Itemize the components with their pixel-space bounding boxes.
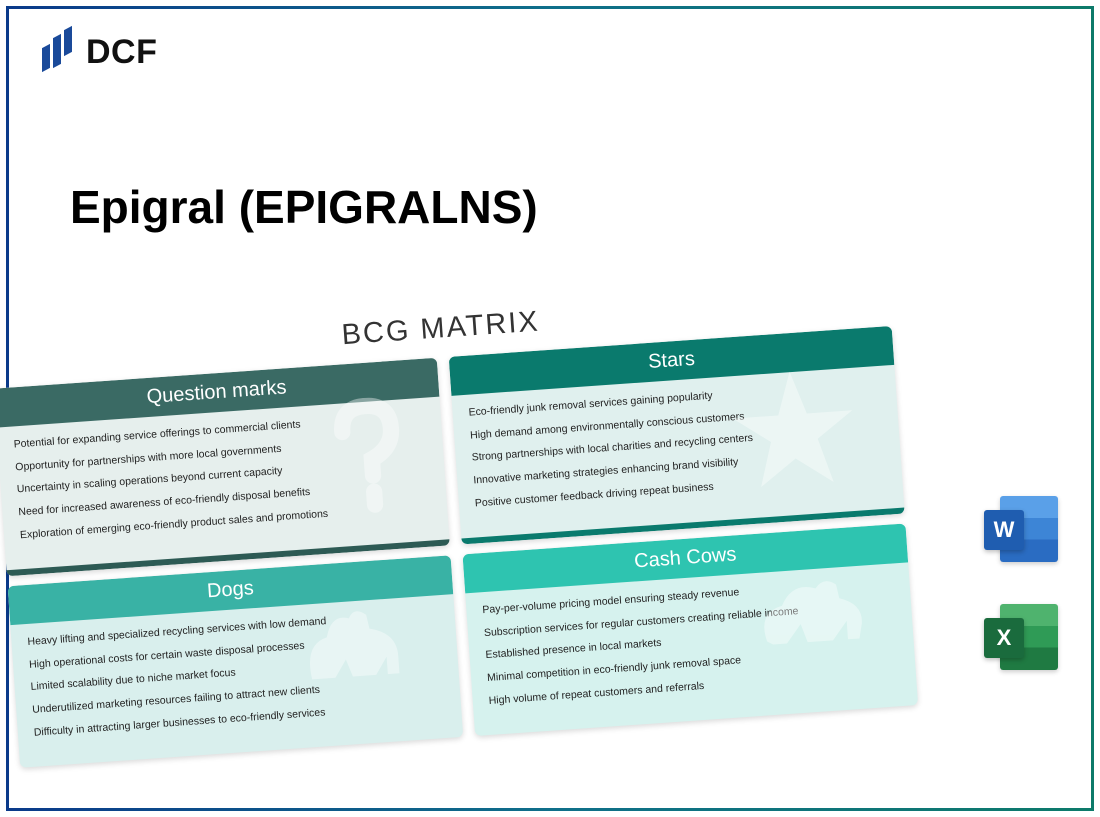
file-type-icons: W X [984,490,1062,676]
logo-bars-icon [42,28,76,76]
excel-icon[interactable]: X [984,598,1062,676]
quadrant-stars: Stars Eco-friendly junk removal services… [449,326,905,545]
bcg-matrix: Market growth BCG MATRIX Question marks … [0,281,918,768]
brand-name: DCF [86,33,157,72]
brand-logo: DCF [42,28,157,76]
quadrant-question-marks: Question marks Potential for expanding s… [0,358,450,577]
word-icon[interactable]: W [984,490,1062,568]
page-title: Epigral (EPIGRALNS) [70,180,538,234]
quadrant-cash-cows: Cash Cows Pay-per-volume pricing model e… [463,524,919,737]
quadrant-dogs: Dogs Heavy lifting and specialized recyc… [8,555,464,768]
